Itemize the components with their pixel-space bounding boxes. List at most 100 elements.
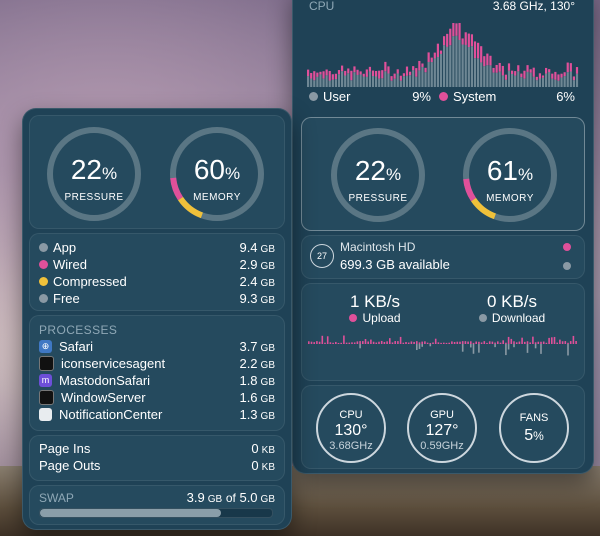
cpu-user-bar	[483, 66, 486, 87]
cpu-user-bar	[529, 72, 532, 87]
cpu-system-bar	[489, 55, 492, 66]
memory-gauges-card[interactable]: 22% PRESSURE 60% MEMORY	[29, 115, 285, 229]
upload-bar	[351, 342, 353, 344]
cpu-system-bar	[393, 73, 396, 79]
disk-card[interactable]: 27 Macintosh HD 699.3 GB available	[301, 235, 585, 279]
memory-gauge: 61% MEMORY	[460, 125, 560, 225]
upload-bar	[407, 342, 410, 344]
cpu-user-bar	[390, 80, 393, 87]
cpu-user-bar	[362, 76, 365, 87]
cpu-user-bar	[467, 47, 470, 87]
download-bar	[429, 344, 432, 347]
upload-bar	[529, 342, 531, 344]
disk-usage-badge: 27	[310, 244, 334, 268]
cpu-system-bar	[520, 73, 523, 78]
cpu-user-bar	[486, 65, 489, 87]
cpu-system-bar	[359, 71, 362, 75]
upload-bar	[524, 341, 526, 344]
cpu-user-bar	[387, 73, 390, 87]
upload-bar	[472, 342, 475, 344]
upload-bar	[475, 341, 477, 344]
upload-label: Upload	[362, 311, 401, 325]
page-outs-row: Page Outs 0 KB	[39, 458, 275, 473]
upload-bar	[410, 341, 413, 344]
upload-bar	[386, 341, 388, 344]
upload-bar	[494, 342, 496, 344]
network-card[interactable]: 1 KB/s Upload 0 KB/s Download	[301, 283, 585, 381]
upload-bar	[364, 339, 367, 344]
cpu-user-bar	[341, 71, 344, 87]
system-label: System	[453, 89, 497, 104]
upload-bar	[402, 342, 405, 344]
cpu-user-bar	[535, 80, 538, 87]
process-row[interactable]: NotificationCenter 1.3 GB	[39, 406, 275, 423]
user-label: User	[323, 89, 351, 104]
upload-bar	[488, 341, 491, 344]
cpu-system-bar	[356, 69, 359, 75]
upload-bar	[480, 342, 483, 344]
cpu-system-bar	[421, 63, 424, 67]
cpu-user-bar	[504, 79, 508, 87]
cpu-system-bar	[415, 68, 418, 77]
memory-breakdown-row: Free 9.3 GB	[39, 290, 275, 307]
cpu-user-bar	[477, 58, 480, 87]
cpu-user-bar	[439, 53, 443, 87]
upload-bar	[313, 342, 315, 344]
memory-card[interactable]: 22% PRESSURE 61% MEMORY	[301, 117, 585, 231]
cpu-user-bar	[371, 76, 375, 87]
pressure-gauge: 22% PRESSURE	[328, 125, 428, 225]
cpu-system-bar	[569, 63, 572, 72]
cpu-legend-row: User 9% System 6%	[309, 88, 575, 105]
gauge-track	[47, 127, 141, 221]
upload-bar	[378, 341, 380, 344]
cpu-system-bar	[511, 70, 514, 74]
compressed-arc	[178, 196, 204, 219]
download-bar	[470, 344, 472, 348]
sensor-arc	[511, 452, 518, 457]
download-value: 0 KB/s	[486, 292, 538, 311]
memory-value: 60	[193, 154, 226, 185]
cpu-system-bar	[443, 36, 446, 46]
cpu-system-bar	[399, 75, 402, 81]
cpu-header-info: 3.68 GHz, 130°	[492, 0, 575, 13]
cpu-user-bar	[409, 75, 412, 87]
cpu-system-bar	[548, 69, 551, 72]
wired-arc	[463, 178, 477, 202]
process-row[interactable]: WindowServer 1.6 GB	[39, 389, 275, 406]
cpu-user-bar	[433, 58, 436, 87]
process-row[interactable]: ⊕ Safari 3.7 GB	[39, 338, 275, 355]
cpu-user-bar	[532, 76, 535, 87]
upload-bar	[434, 338, 437, 344]
process-row[interactable]: m MastodonSafari 1.8 GB	[39, 372, 275, 389]
download-bar	[494, 344, 496, 348]
cpu-system-bar	[545, 67, 548, 74]
cpu-system-bar	[501, 65, 504, 76]
cpu-user-bar	[405, 75, 409, 87]
cpu-system-bar	[325, 69, 328, 76]
cpu-system-bar	[409, 71, 412, 76]
upload-bar	[478, 341, 480, 344]
cpu-system-bar	[439, 50, 443, 54]
upload-bar	[337, 342, 340, 344]
swap-bar-fill	[40, 509, 221, 517]
cpu-system-bar	[427, 52, 430, 62]
upload-bar	[545, 342, 548, 344]
cpu-system-bar	[430, 57, 433, 63]
cpu-system-bar	[316, 72, 319, 77]
sensors-card[interactable]: CPU 130° 3.68GHz GPU 127° 0.59GHz FANS 5…	[301, 385, 585, 469]
processes-card	[29, 315, 285, 431]
upload-bar	[429, 342, 432, 344]
cpu-user-bar	[464, 44, 467, 87]
cpu-user-bar	[473, 58, 477, 87]
cpu-temp-title: CPU	[339, 409, 363, 421]
process-row[interactable]: iconservicesagent 2.2 GB	[39, 355, 275, 372]
cpu-user-bar	[365, 76, 368, 87]
upload-bar	[343, 335, 345, 344]
upload-value: 1 KB/s	[349, 292, 401, 311]
cpu-system-bar	[557, 74, 560, 81]
cpu-system-bar	[341, 65, 344, 72]
network-graph	[308, 335, 577, 356]
upload-bar	[510, 338, 513, 344]
upload-bar	[499, 342, 502, 344]
breakdown-label: Compressed	[53, 274, 127, 289]
